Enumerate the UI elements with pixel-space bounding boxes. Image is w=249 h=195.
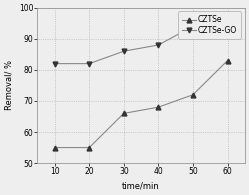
Legend: CZTSe, CZTSe-GO: CZTSe, CZTSe-GO: [178, 12, 241, 39]
X-axis label: time/min: time/min: [122, 182, 160, 191]
CZTSe-GO: [88, 62, 91, 65]
CZTSe-GO: [226, 19, 229, 21]
CZTSe: [226, 59, 229, 62]
CZTSe-GO: [122, 50, 125, 52]
CZTSe: [53, 146, 56, 149]
CZTSe-GO: [191, 25, 194, 27]
CZTSe-GO: [53, 62, 56, 65]
Line: CZTSe: CZTSe: [52, 58, 230, 150]
CZTSe-GO: [157, 44, 160, 46]
CZTSe: [191, 94, 194, 96]
CZTSe: [88, 146, 91, 149]
CZTSe: [157, 106, 160, 108]
CZTSe: [122, 112, 125, 114]
Y-axis label: Removal/ %: Removal/ %: [4, 60, 13, 110]
Line: CZTSe-GO: CZTSe-GO: [52, 18, 230, 66]
